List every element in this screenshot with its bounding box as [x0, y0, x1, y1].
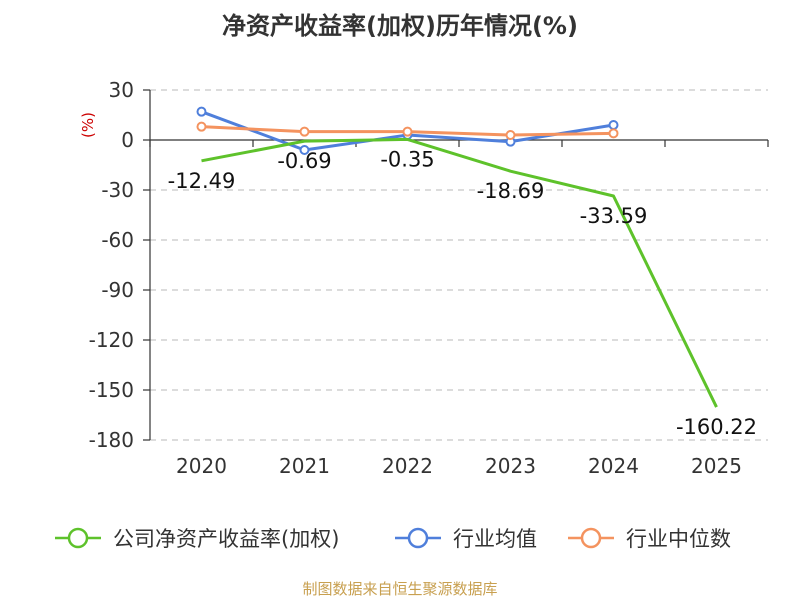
legend-entry: 行业均值 [453, 527, 537, 551]
legend-marker [407, 527, 429, 549]
y-tick-label: 30 [109, 78, 134, 102]
legend-entry: 公司净资产收益率(加权) [113, 527, 339, 551]
data-label: -0.35 [380, 147, 434, 171]
y-axis-label: (%) [79, 112, 97, 138]
data-label: -12.49 [168, 169, 236, 193]
y-tick-label: -60 [101, 228, 134, 252]
y-tick-label: 0 [121, 128, 134, 152]
data-point [505, 130, 516, 140]
x-tick-label: 2022 [382, 454, 433, 478]
y-tick-label: -90 [101, 278, 134, 302]
data-label: -33.59 [580, 204, 648, 228]
x-tick-label: 2020 [176, 454, 227, 478]
data-label: -160.22 [676, 415, 757, 439]
x-tick-label: 2021 [279, 454, 330, 478]
x-tick-label: 2023 [485, 454, 536, 478]
y-tick-label: -30 [101, 178, 134, 202]
y-tick-label: -120 [89, 328, 134, 352]
legend-marker [67, 527, 89, 549]
x-tick-label: 2024 [588, 454, 639, 478]
data-point [402, 126, 413, 137]
data-point [196, 106, 207, 117]
data-label: -0.69 [277, 149, 331, 173]
y-tick-label: -180 [89, 428, 134, 452]
data-point [299, 145, 310, 155]
data-point [608, 120, 619, 130]
data-point [299, 126, 310, 137]
y-tick-label: -150 [89, 378, 134, 402]
source-note: 制图数据来自恒生聚源数据库 [302, 580, 498, 598]
legend-entry: 行业中位数 [626, 527, 731, 551]
chart-title: 净资产收益率(加权)历年情况(%) [222, 12, 578, 40]
legend-marker [580, 527, 602, 549]
data-point [608, 128, 619, 139]
x-tick-label: 2025 [691, 454, 742, 478]
data-point [196, 121, 207, 132]
data-label: -18.69 [477, 179, 545, 203]
series-line-0 [201, 137, 718, 408]
